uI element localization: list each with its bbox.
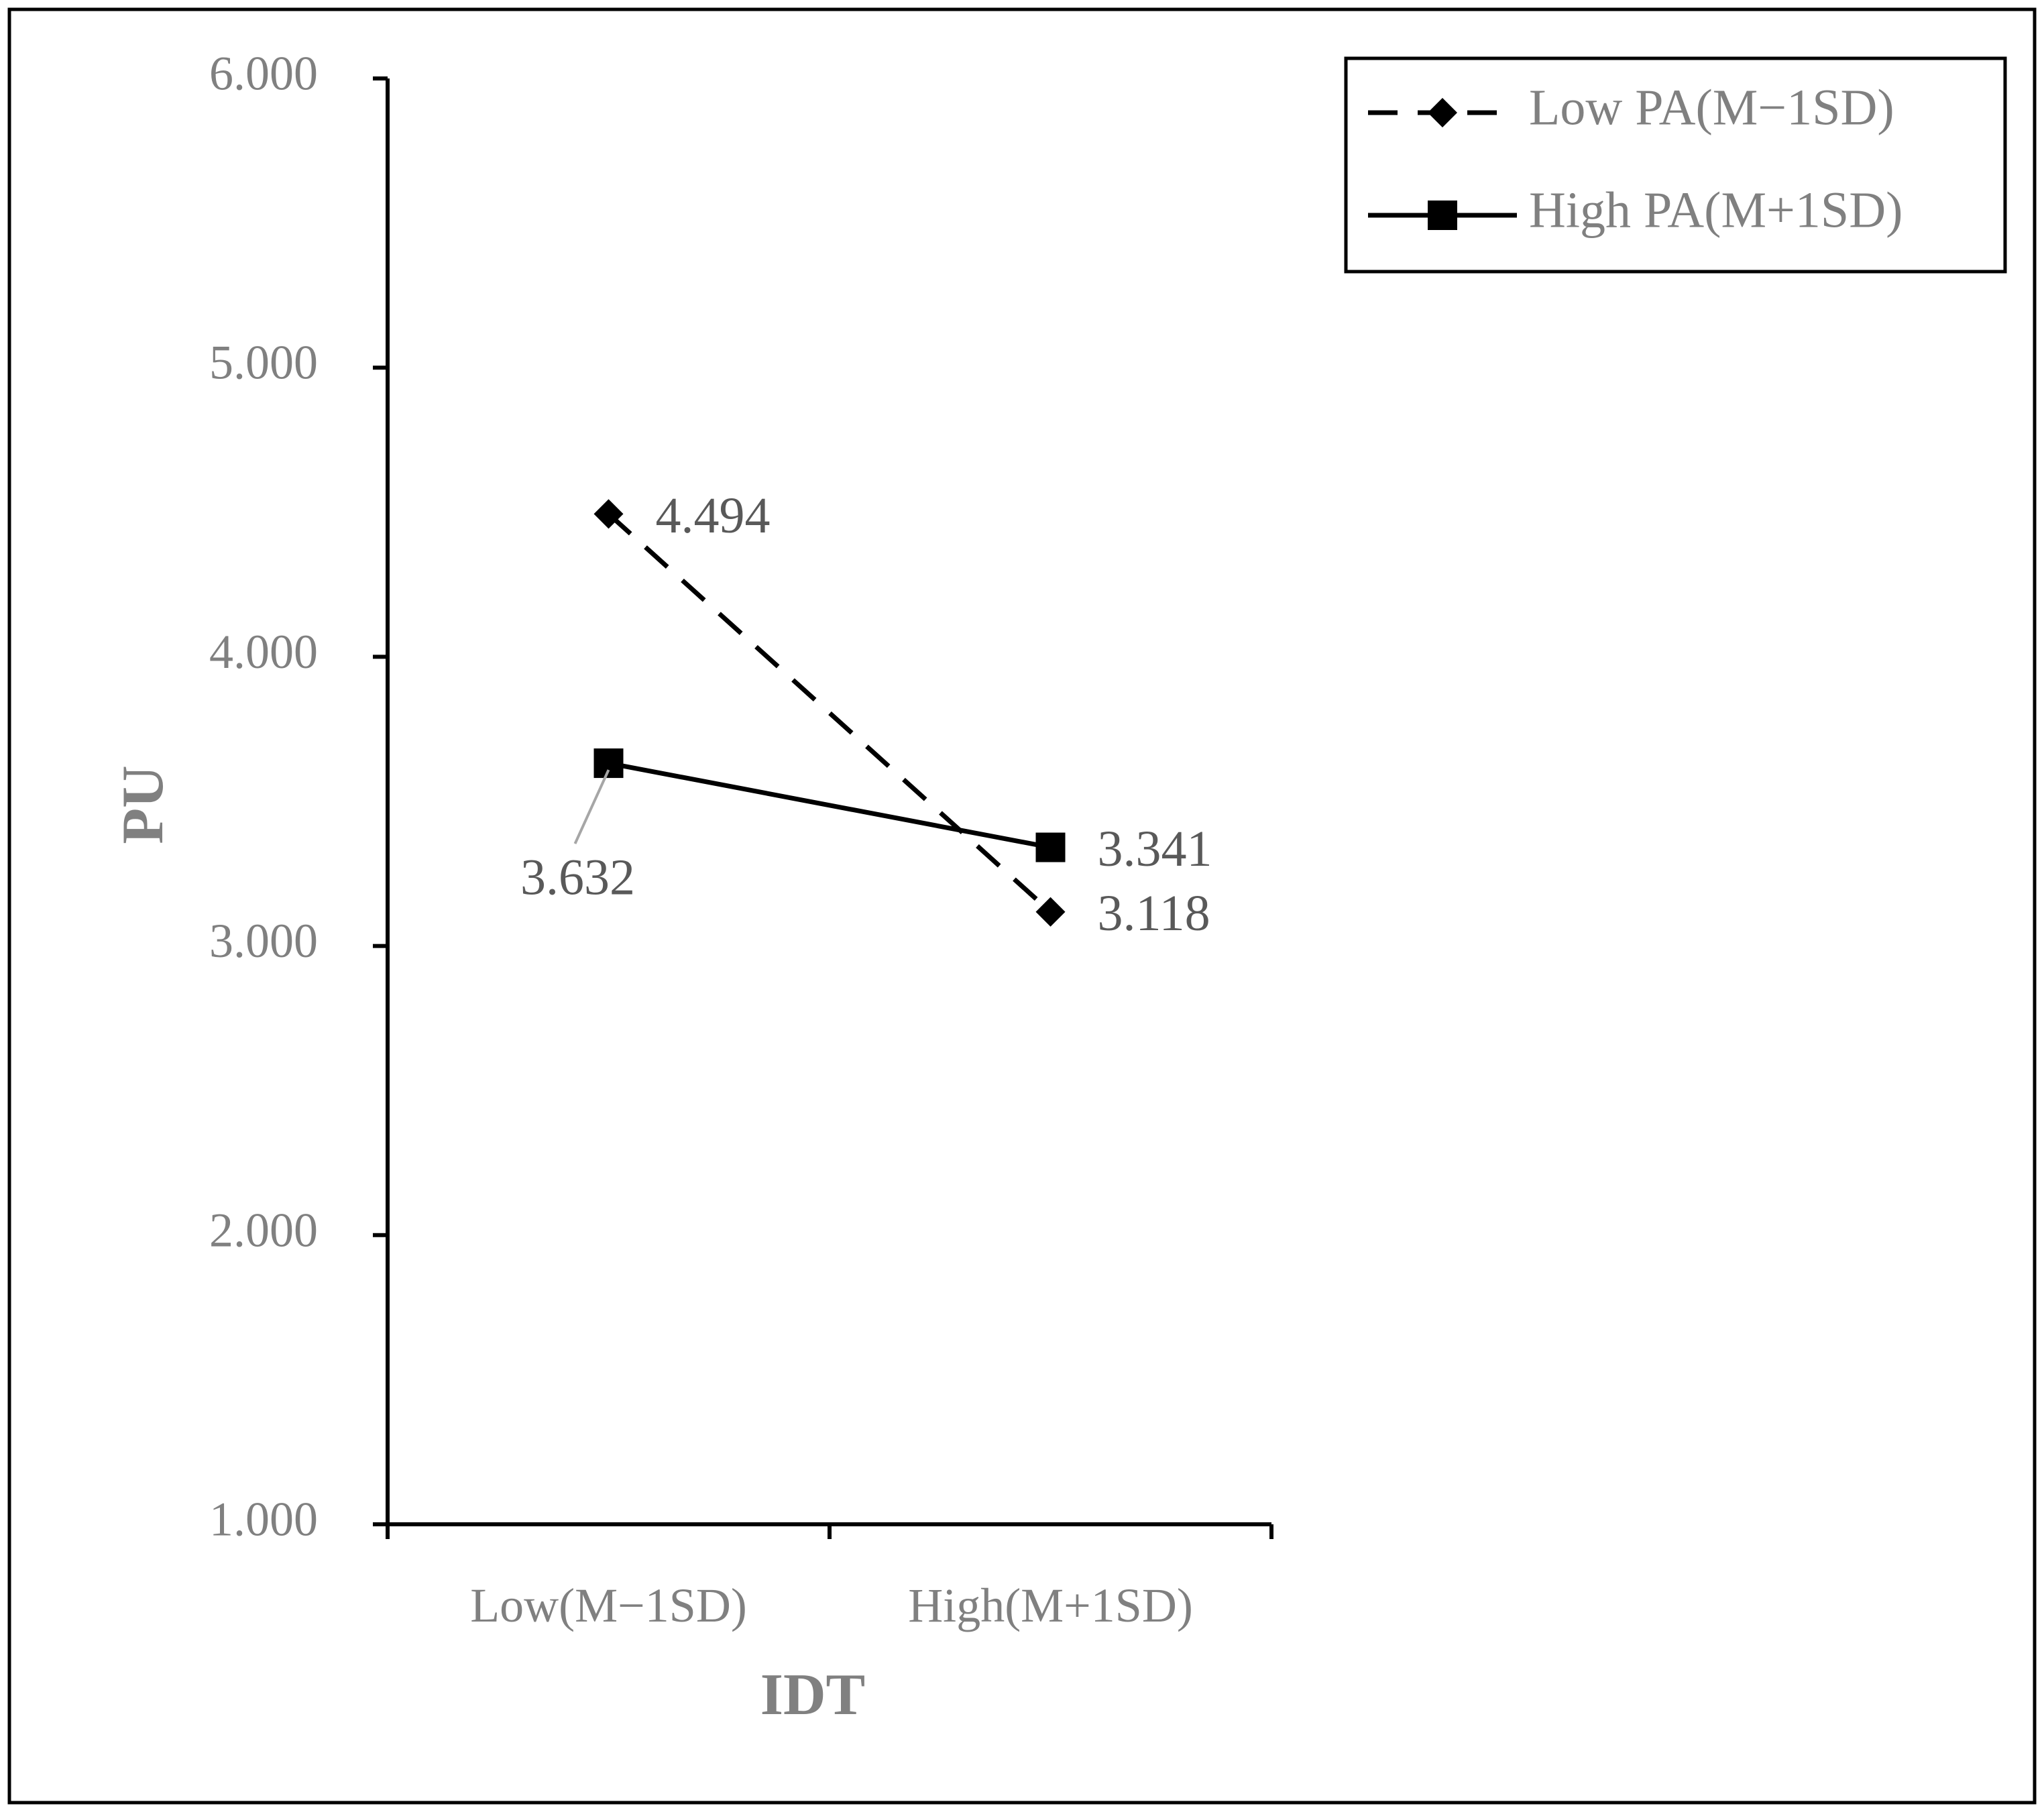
diamond-marker [1035,897,1066,927]
leader-line [573,769,610,844]
x-axis-title: IDT [760,1662,866,1728]
y-tick-label: 3.000 [209,914,318,968]
data-label: 4.494 [656,488,771,544]
y-tick-label: 6.000 [209,47,318,101]
y-tick-label: 4.000 [209,625,318,679]
series-low-pa [593,499,1066,927]
legend-item: Low PA(M−1SD) [1368,79,1894,135]
x-tick-label: High(M+1SD) [908,1579,1193,1632]
legend-item: High PA(M+1SD) [1368,182,1903,238]
y-tick-label: 2.000 [209,1203,318,1257]
series-layer [593,499,1066,927]
legend-square-marker [1428,201,1457,230]
legend-label: High PA(M+1SD) [1529,182,1903,238]
series-high-pa [593,748,1066,862]
y-tick-label: 5.000 [209,336,318,390]
legend-diamond-marker [1428,98,1457,127]
data-label: 3.341 [1098,821,1212,877]
series-line [608,760,1052,850]
legend-box [1344,56,2007,274]
chart-border [7,7,2037,1805]
y-ticks: 1.000 2.000 3.000 4.000 5.000 6.000 [209,47,388,1546]
legend: Low PA(M−1SD) High PA(M+1SD) [1344,56,2007,274]
x-tick-label: Low(M−1SD) [470,1579,747,1632]
x-ticks: Low(M−1SD) High(M+1SD) [386,1524,1273,1632]
legend-items: Low PA(M−1SD) High PA(M+1SD) [1368,79,1903,238]
data-labels: 4.494 3.118 3.632 3.341 [520,488,1212,942]
square-marker [593,748,624,779]
y-tick-label: 1.000 [209,1493,318,1546]
square-marker [1035,832,1066,862]
data-label: 3.632 [520,850,635,906]
legend-label: Low PA(M−1SD) [1529,79,1894,135]
y-axis-title: PU [111,765,176,844]
diamond-marker [593,499,624,529]
data-label: 3.118 [1098,885,1210,942]
